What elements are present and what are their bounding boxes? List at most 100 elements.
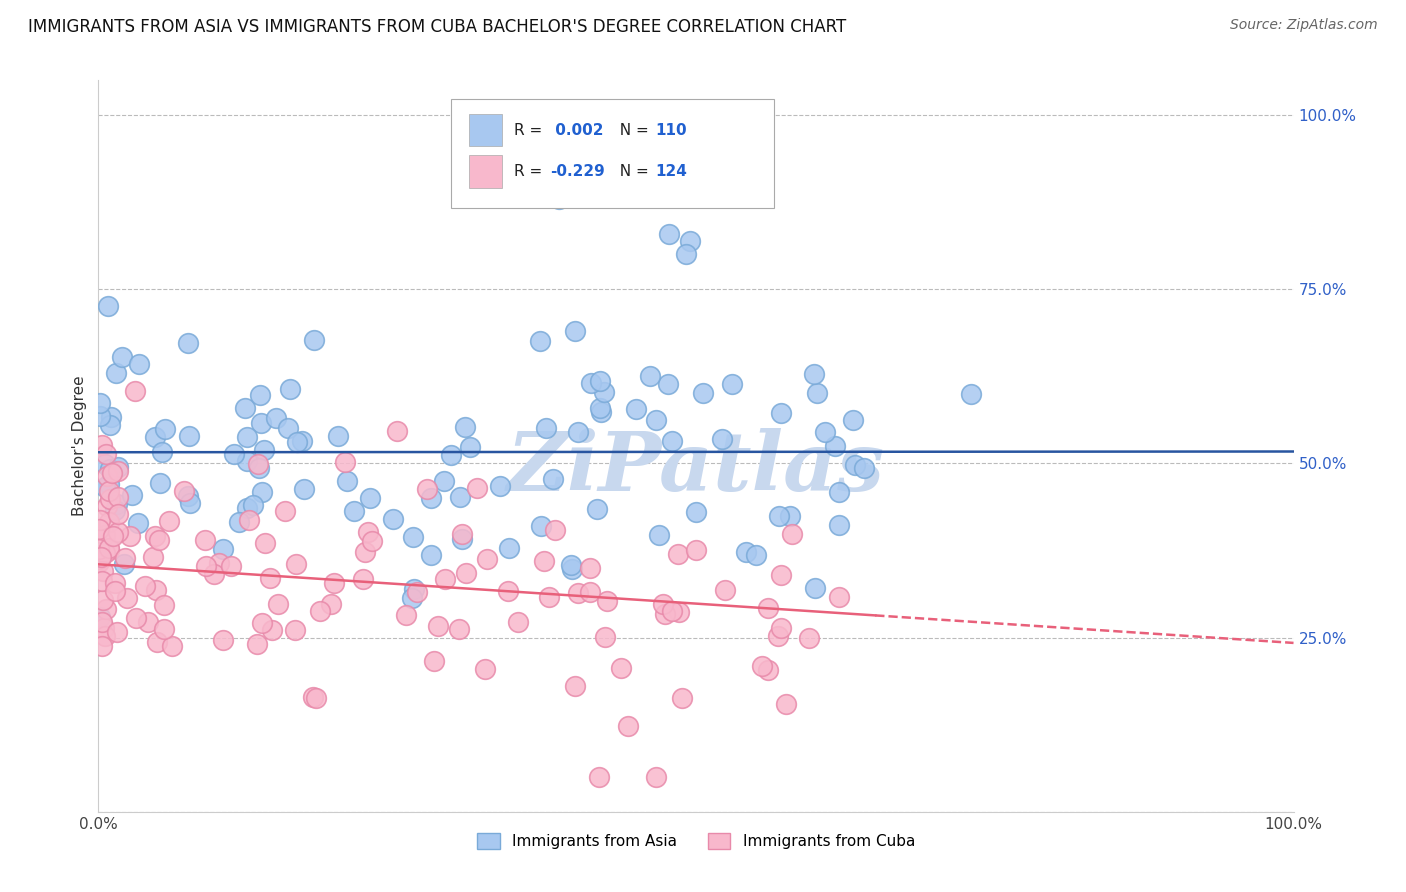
Point [333,455,356,469]
Point [153,622,176,636]
Point [804,582,827,596]
Point [91,574,114,588]
Point [671,690,693,705]
Point [228,515,250,529]
Point [402,582,425,597]
Point [127,516,149,531]
Point [236,454,259,468]
Point [591,405,613,419]
Text: N =: N = [610,164,654,179]
Point [284,624,307,638]
Point [360,533,382,548]
Point [420,548,443,562]
Point [533,554,555,568]
Point [149,476,172,491]
Point [309,604,332,618]
Point [675,247,697,261]
Point [626,402,648,417]
Point [321,597,343,611]
Point [121,488,143,502]
Point [654,607,676,621]
Point [89,396,111,410]
Point [644,412,666,426]
Point [685,542,707,557]
Point [145,634,167,648]
Point [561,562,583,576]
Point [824,439,846,453]
Point [668,605,690,619]
Point [291,434,314,449]
Point [90,549,112,564]
Point [803,368,825,382]
Point [779,508,801,523]
Point [616,719,638,733]
Point [420,491,443,506]
Point [589,374,612,388]
Point [143,430,166,444]
Point [107,460,129,475]
Point [456,566,478,580]
Point [89,522,111,536]
Point [94,447,117,461]
Point [685,505,707,519]
FancyBboxPatch shape [451,99,773,209]
Point [253,442,276,457]
Point [651,597,673,611]
Point [579,376,602,390]
Point [87,541,110,556]
Text: 0.002: 0.002 [550,122,603,137]
Point [302,334,325,348]
Point [395,608,418,623]
Point [101,529,124,543]
Point [100,418,122,433]
Point [537,590,560,604]
Point [661,434,683,448]
Point [114,551,136,566]
Point [94,628,117,642]
Point [769,621,792,635]
Point [219,559,242,574]
Point [343,504,366,518]
Point [266,597,288,611]
Point [143,529,166,543]
Point [285,557,308,571]
Point [661,603,683,617]
Point [208,556,231,570]
Point [93,621,115,635]
Point [770,567,793,582]
Point [118,529,141,543]
Point [547,192,569,206]
Point [249,388,271,402]
Point [142,549,165,564]
Point [112,557,135,571]
Point [751,659,773,673]
Point [768,628,790,642]
Point [91,564,114,578]
Point [326,429,349,443]
Point [402,530,425,544]
Point [734,545,756,559]
Point [105,625,128,640]
Point [264,411,287,425]
Point [305,690,328,705]
Point [260,623,283,637]
Point [644,770,666,784]
Point [385,424,408,438]
Point [252,485,274,500]
Point [541,472,564,486]
Point [828,591,851,605]
Point [96,469,118,483]
Point [588,770,610,784]
Point [101,467,124,481]
Point [98,541,121,555]
Point [842,413,865,427]
Point [107,490,129,504]
Point [91,615,114,630]
Point [107,465,129,479]
Point [250,616,273,631]
Point [381,512,404,526]
Point [292,483,315,497]
Point [567,425,589,439]
Point [780,526,803,541]
Point [94,602,117,616]
